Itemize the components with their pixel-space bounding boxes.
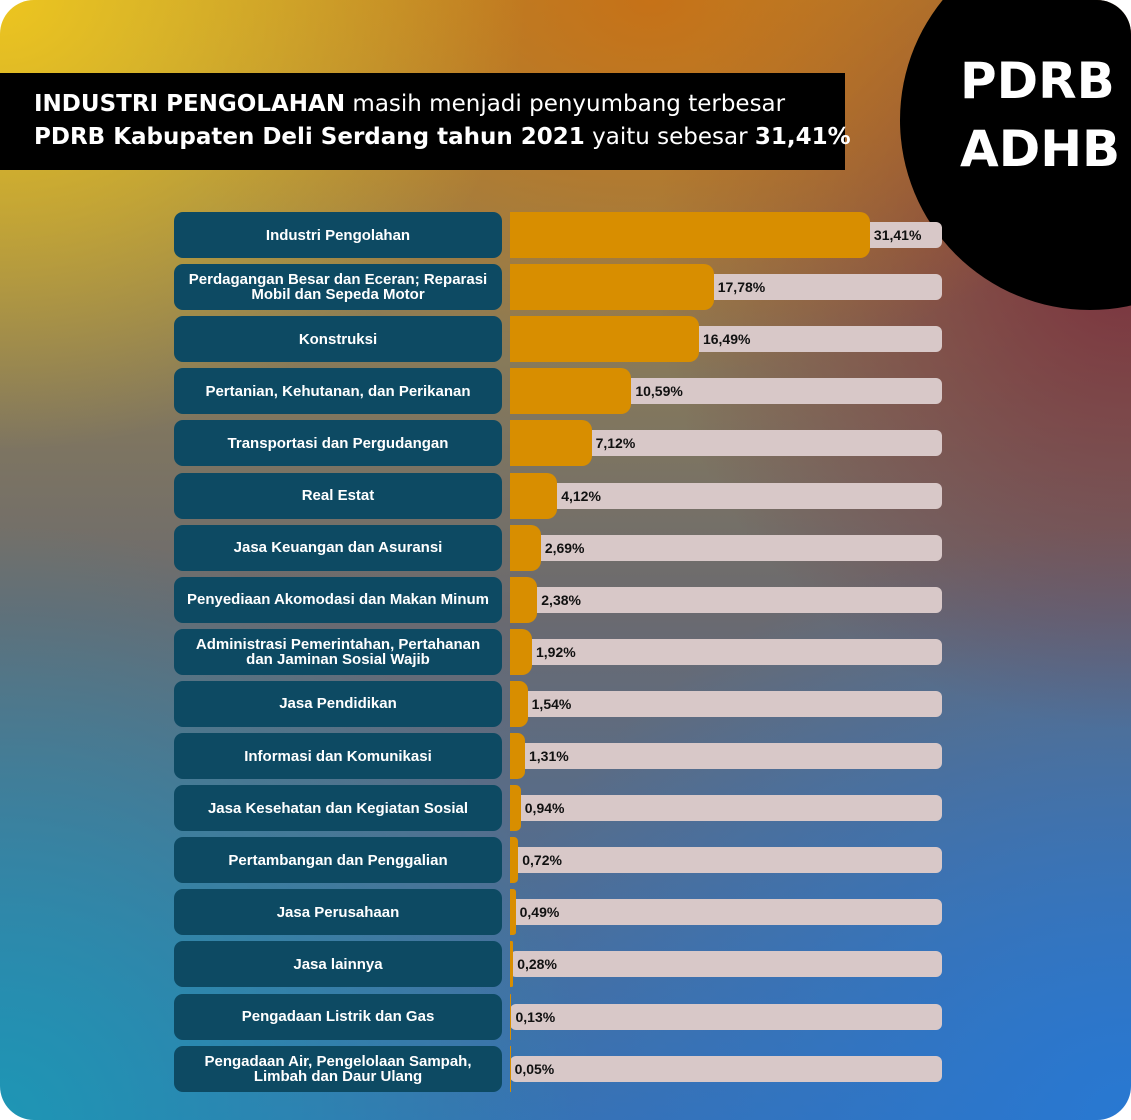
category-label: Industri Pengolahan bbox=[174, 212, 502, 258]
bar bbox=[510, 316, 699, 363]
category-label: Pengadaan Air, Pengelolaan Sampah, Limba… bbox=[174, 1045, 502, 1092]
category-label: Pertambangan dan Penggalian bbox=[174, 837, 502, 884]
category-label: Jasa Kesehatan dan Kegiatan Sosial bbox=[174, 785, 502, 832]
bar-track bbox=[510, 482, 942, 509]
bar-track bbox=[510, 951, 942, 978]
bar bbox=[510, 837, 519, 884]
bar-track bbox=[510, 638, 942, 665]
title-text: masih menjadi penyumbang terbesar bbox=[345, 91, 786, 117]
value-label: 0,05% bbox=[514, 1060, 555, 1077]
bar bbox=[510, 733, 525, 779]
bar bbox=[510, 680, 528, 727]
value-label: 2,69% bbox=[544, 539, 585, 556]
title-text: PDRB Kabupaten Deli Serdang tahun 2021 bbox=[34, 124, 585, 150]
value-label: 0,28% bbox=[517, 956, 557, 973]
category-label: Jasa Pendidikan bbox=[174, 680, 502, 727]
bar bbox=[510, 785, 521, 832]
value-label: 10,59% bbox=[635, 383, 683, 400]
category-label: Transportasi dan Pergudangan bbox=[174, 420, 502, 467]
value-label: 31,41% bbox=[873, 227, 922, 243]
category-label: Penyediaan Akomodasi dan Makan Minum bbox=[174, 576, 502, 623]
bar-track bbox=[510, 586, 942, 613]
category-label: Pertanian, Kehutanan, dan Perikanan bbox=[174, 368, 502, 415]
category-label: Perdagangan Besar dan Eceran; Reparasi M… bbox=[174, 264, 502, 311]
bar-track bbox=[510, 795, 942, 822]
category-label: Jasa lainnya bbox=[174, 941, 502, 988]
bar bbox=[510, 889, 516, 936]
bar bbox=[510, 524, 541, 571]
category-label: Administrasi Pemerintahan, Pertahanan da… bbox=[174, 628, 502, 675]
badge-text: PDRB bbox=[960, 52, 1115, 110]
value-label: 0,13% bbox=[515, 1008, 556, 1025]
bar-track bbox=[510, 743, 942, 769]
title-banner: INDUSTRI PENGOLAHAN masih menjadi penyum… bbox=[0, 73, 851, 170]
category-label: Jasa Perusahaan bbox=[174, 889, 502, 936]
category-label: Real Estat bbox=[174, 472, 502, 519]
bar bbox=[510, 628, 532, 675]
bar-track bbox=[510, 534, 942, 561]
bar bbox=[510, 576, 538, 623]
bar-track bbox=[510, 1003, 942, 1030]
title-text: 31,41% bbox=[754, 124, 851, 150]
value-label: 17,78% bbox=[717, 279, 766, 296]
bar-track bbox=[510, 1055, 942, 1082]
value-label: 0,49% bbox=[519, 904, 560, 921]
value-label: 0,72% bbox=[522, 852, 562, 869]
bar bbox=[510, 472, 558, 519]
bar bbox=[510, 212, 870, 258]
category-label: Pengadaan Listrik dan Gas bbox=[174, 993, 502, 1040]
title-line: INDUSTRI PENGOLAHAN masih menjadi penyum… bbox=[34, 88, 845, 121]
value-label: 2,38% bbox=[541, 591, 581, 608]
category-label: Informasi dan Komunikasi bbox=[174, 733, 502, 779]
bar bbox=[510, 993, 512, 1040]
bar-track bbox=[510, 899, 942, 926]
category-label: Jasa Keuangan dan Asuransi bbox=[174, 524, 502, 571]
bar bbox=[510, 368, 632, 415]
bar bbox=[510, 1045, 511, 1092]
value-label: 1,54% bbox=[531, 695, 572, 712]
bar bbox=[510, 420, 592, 467]
value-label: 7,12% bbox=[595, 435, 636, 452]
value-label: 1,31% bbox=[529, 748, 569, 764]
value-label: 0,94% bbox=[524, 800, 565, 817]
title-line: PDRB Kabupaten Deli Serdang tahun 2021 y… bbox=[34, 121, 851, 154]
title-text: INDUSTRI PENGOLAHAN bbox=[34, 91, 346, 117]
value-label: 16,49% bbox=[702, 331, 751, 348]
category-label: Konstruksi bbox=[174, 316, 502, 363]
bar bbox=[510, 264, 714, 311]
bar-track bbox=[510, 847, 942, 874]
value-label: 1,92% bbox=[536, 643, 576, 660]
badge-text: ADHB bbox=[960, 120, 1121, 178]
value-label: 4,12% bbox=[561, 487, 601, 504]
title-text: yaitu sebesar bbox=[584, 124, 755, 150]
bar bbox=[510, 941, 514, 988]
bar-track bbox=[510, 690, 942, 717]
